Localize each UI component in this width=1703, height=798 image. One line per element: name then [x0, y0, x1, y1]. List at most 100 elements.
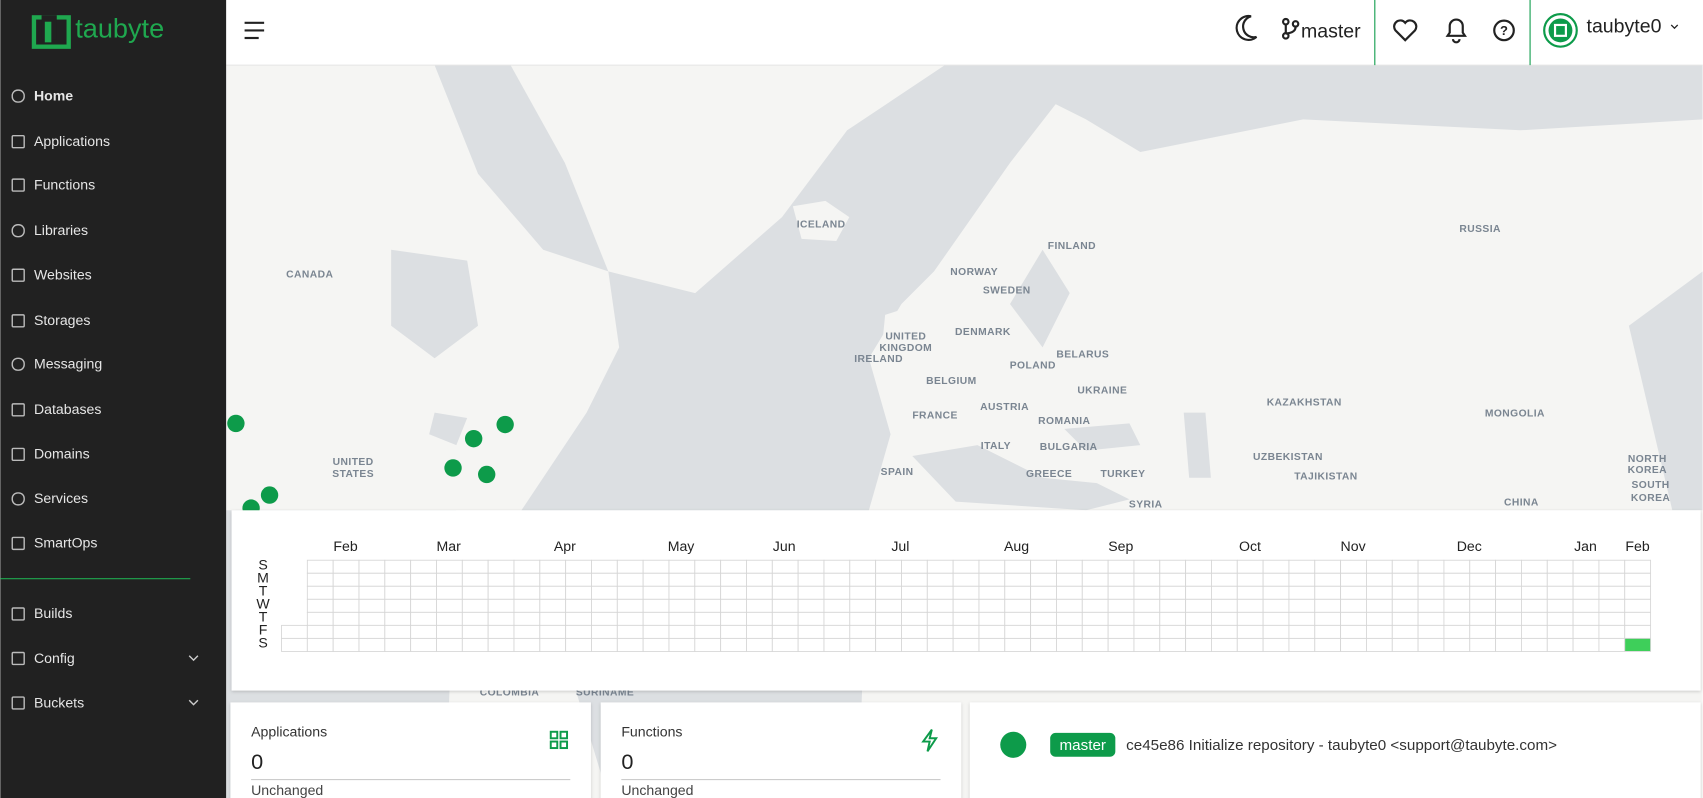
map-label: MONGOLIA — [1485, 408, 1545, 419]
nav-item[interactable]: Databases — [34, 401, 101, 417]
calendar-cell — [539, 624, 567, 639]
calendar-cell — [797, 585, 825, 600]
calendar-cell — [1081, 559, 1109, 574]
calendar-cell — [952, 624, 980, 639]
favorites-button[interactable] — [1393, 19, 1418, 42]
notifications-button[interactable] — [1445, 18, 1467, 44]
calendar-cell — [1185, 637, 1212, 652]
calendar-cell — [1340, 624, 1367, 639]
calendar-cell — [1133, 624, 1161, 639]
help-button[interactable]: ? — [1493, 19, 1515, 42]
nav-item[interactable]: Config — [34, 650, 75, 666]
card-status: Unchanged — [621, 782, 693, 798]
calendar-cell — [410, 637, 437, 652]
calendar-cell — [1133, 637, 1161, 652]
map-label: TAJIKISTAN — [1294, 471, 1357, 482]
calendar-cell — [1056, 611, 1083, 626]
calendar-cell — [616, 585, 644, 600]
calendar-cell — [1288, 585, 1316, 600]
calendar-cell — [1262, 559, 1290, 574]
calendar-cell — [746, 598, 773, 613]
calendar-cell — [1236, 624, 1264, 639]
calendar-cell — [1288, 624, 1316, 639]
calendar-cell — [1340, 611, 1367, 626]
calendar-cell — [1520, 585, 1548, 600]
map-label: NORWAY — [950, 267, 998, 278]
calendar-cell — [1262, 611, 1290, 626]
calendar-cell — [1495, 624, 1522, 639]
calendar-cell — [1572, 637, 1600, 652]
nav-item[interactable]: SmartOps — [34, 535, 98, 551]
nav-item[interactable]: Storages — [34, 312, 90, 328]
calendar-cell — [461, 585, 489, 600]
calendar-cell — [1159, 585, 1187, 600]
calendar-cell — [1004, 559, 1032, 574]
calendar-cell — [1030, 559, 1057, 574]
calendar-cell — [746, 637, 773, 652]
nav-item[interactable]: Applications — [34, 133, 110, 149]
calendar-cell — [1366, 572, 1393, 587]
nav-item[interactable]: Libraries — [34, 222, 88, 238]
calendar-cell — [591, 585, 618, 600]
calendar-cell — [1133, 559, 1161, 574]
calendar-cell — [539, 611, 567, 626]
menu-button[interactable] — [244, 21, 265, 40]
calendar-cell — [616, 611, 644, 626]
theme-toggle[interactable] — [1235, 14, 1258, 41]
calendar-cell — [1288, 598, 1316, 613]
calendar-cell — [1185, 585, 1212, 600]
applications-card[interactable] — [230, 702, 591, 798]
month-label: Feb — [333, 538, 357, 554]
map-label: KOREA — [1631, 493, 1670, 504]
calendar-cell — [1030, 585, 1057, 600]
nav-item[interactable]: Services — [34, 490, 88, 506]
calendar-cell — [539, 598, 567, 613]
nav-item[interactable]: Messaging — [34, 356, 102, 372]
calendar-cell — [1546, 572, 1574, 587]
calendar-cell — [720, 559, 747, 574]
calendar-cell — [1546, 624, 1574, 639]
calendar-cell — [565, 611, 592, 626]
calendar-cell — [668, 611, 696, 626]
calendar-cell — [1391, 585, 1419, 600]
calendar-cell — [1624, 637, 1652, 652]
map-label: SURINAME — [576, 687, 634, 698]
calendar-cell — [1391, 572, 1419, 587]
calendar-cell — [1366, 611, 1393, 626]
branch-selector[interactable]: master — [1301, 21, 1361, 43]
calendar-cell — [1469, 637, 1497, 652]
nav-item[interactable]: Websites — [34, 267, 92, 283]
calendar-cell — [797, 572, 825, 587]
calendar-cell — [1314, 611, 1342, 626]
calendar-cell — [1340, 585, 1367, 600]
map-label: FRANCE — [912, 411, 958, 422]
calendar-cell — [1211, 559, 1238, 574]
nav-item[interactable]: Builds — [34, 605, 72, 621]
calendar-cell — [1159, 598, 1187, 613]
month-label: Aug — [1004, 538, 1029, 554]
calendar-cell — [591, 559, 618, 574]
expand-chevron — [188, 699, 199, 706]
nav-item[interactable]: Home — [34, 87, 73, 103]
header — [226, 0, 1703, 66]
nav-item[interactable]: Domains — [34, 446, 90, 462]
nav-item[interactable]: Buckets — [34, 694, 84, 710]
avatar[interactable] — [1543, 13, 1578, 48]
calendar-cell — [952, 637, 980, 652]
calendar-cell — [1288, 637, 1316, 652]
calendar-cell — [1107, 585, 1135, 600]
nav-icon — [11, 224, 25, 238]
calendar-cell — [306, 559, 334, 574]
calendar-cell — [1495, 598, 1522, 613]
functions-card[interactable] — [600, 702, 962, 798]
calendar-cell — [1520, 611, 1548, 626]
calendar-cell — [771, 598, 799, 613]
calendar-cell — [771, 585, 799, 600]
map-label: KINGDOM — [879, 343, 932, 354]
calendar-cell — [849, 624, 877, 639]
nav-item[interactable]: Functions — [34, 176, 95, 192]
calendar-cell — [410, 585, 437, 600]
user-menu[interactable]: taubyte0 — [1587, 15, 1662, 37]
month-label: Mar — [437, 538, 462, 554]
